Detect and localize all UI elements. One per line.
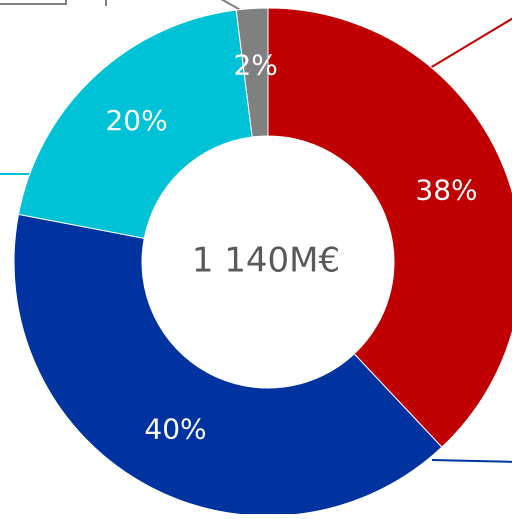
slice-percent-label: 38% bbox=[415, 173, 477, 206]
leader-line bbox=[220, 0, 245, 13]
callout-frame bbox=[0, 0, 67, 5]
slice-percent-label: 2% bbox=[233, 48, 277, 81]
slice-percent-label: 40% bbox=[144, 412, 206, 445]
center-total-label: 1 140M€ bbox=[192, 241, 340, 281]
leader-line bbox=[431, 459, 512, 463]
donut-slices bbox=[13, 7, 512, 517]
donut-slice bbox=[235, 7, 269, 138]
leader-line bbox=[429, 17, 512, 69]
leader-lines bbox=[0, 0, 512, 463]
slice-percent-label: 20% bbox=[105, 104, 167, 137]
donut-slice bbox=[17, 9, 253, 239]
donut-slice bbox=[267, 7, 512, 448]
slice-labels: 38% 40% 20% 2% bbox=[105, 48, 477, 445]
